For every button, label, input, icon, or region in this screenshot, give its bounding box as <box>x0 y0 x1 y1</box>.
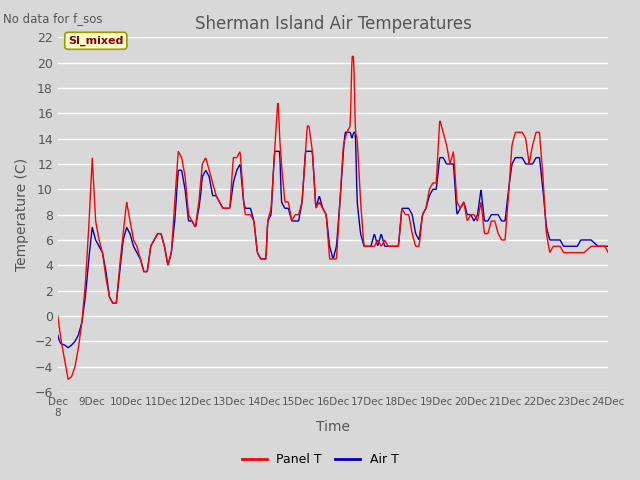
X-axis label: Time: Time <box>316 420 350 434</box>
Panel T <box>283 199 291 205</box>
Line: Panel T: Panel T <box>58 56 608 379</box>
Air T <box>604 243 612 249</box>
Panel T <box>157 231 164 237</box>
Air T <box>380 239 387 244</box>
Air T <box>64 345 72 350</box>
Line: Air T: Air T <box>58 132 608 348</box>
Title: Sherman Island Air Temperatures: Sherman Island Air Temperatures <box>195 15 472 33</box>
Panel T <box>54 313 61 319</box>
Panel T <box>64 376 72 382</box>
Panel T <box>380 240 387 245</box>
Air T <box>587 237 595 243</box>
Air T <box>283 205 291 211</box>
Panel T <box>587 244 595 250</box>
Text: No data for f_sos: No data for f_sos <box>3 12 102 25</box>
Panel T <box>348 53 356 59</box>
Panel T <box>81 288 88 293</box>
Panel T <box>578 250 586 255</box>
Air T <box>578 237 586 243</box>
Air T <box>81 298 88 304</box>
Legend: Panel T, Air T: Panel T, Air T <box>237 448 403 471</box>
Air T <box>54 332 61 338</box>
Air T <box>342 130 349 135</box>
Text: SI_mixed: SI_mixed <box>68 36 124 46</box>
Panel T <box>604 250 612 255</box>
Y-axis label: Temperature (C): Temperature (C) <box>15 158 29 271</box>
Air T <box>157 231 164 237</box>
